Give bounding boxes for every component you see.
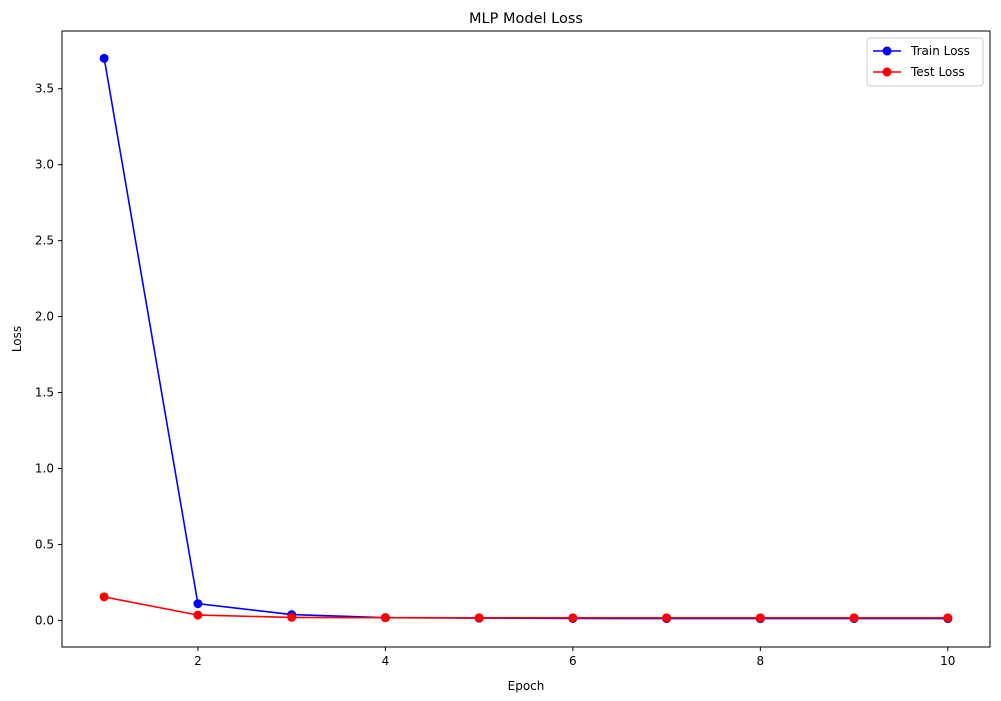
legend-label: Train Loss	[910, 44, 970, 58]
data-point	[100, 592, 109, 601]
data-point	[475, 613, 484, 622]
legend-marker	[883, 47, 892, 56]
data-point	[850, 613, 859, 622]
data-point	[193, 599, 202, 608]
x-tick-label: 10	[940, 654, 955, 668]
data-point	[287, 613, 296, 622]
data-point	[381, 613, 390, 622]
data-point	[100, 54, 109, 63]
x-tick-label: 8	[757, 654, 765, 668]
x-tick-label: 4	[382, 654, 390, 668]
y-tick-label: 1.5	[35, 386, 54, 400]
legend-marker	[883, 68, 892, 77]
y-axis-label: Loss	[10, 326, 24, 352]
data-point	[193, 611, 202, 620]
y-tick-label: 0.5	[35, 537, 54, 551]
x-tick-label: 6	[569, 654, 577, 668]
y-tick-label: 2.5	[35, 234, 54, 248]
x-axis-label: Epoch	[508, 679, 545, 693]
y-tick-label: 1.0	[35, 462, 54, 476]
y-tick-label: 3.5	[35, 82, 54, 96]
y-tick-label: 2.0	[35, 310, 54, 324]
x-tick-label: 2	[194, 654, 202, 668]
data-point	[662, 613, 671, 622]
y-tick-label: 0.0	[35, 613, 54, 627]
chart-title: MLP Model Loss	[469, 11, 583, 27]
data-point	[756, 613, 765, 622]
y-tick-label: 3.0	[35, 158, 54, 172]
data-point	[943, 613, 952, 622]
legend: Train Loss Test Loss	[867, 38, 983, 86]
data-point	[568, 613, 577, 622]
legend-label: Test Loss	[910, 65, 965, 79]
